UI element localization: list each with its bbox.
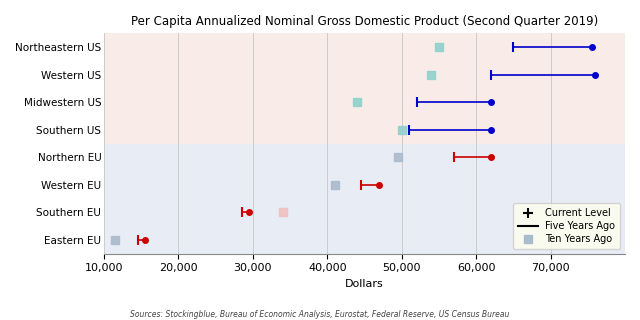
Bar bbox=[104, 116, 625, 144]
Text: Sources: Stockingblue, Bureau of Economic Analysis, Eurostat, Federal Reserve, U: Sources: Stockingblue, Bureau of Economi… bbox=[131, 310, 509, 319]
Bar bbox=[104, 144, 625, 171]
X-axis label: Dollars: Dollars bbox=[345, 279, 384, 289]
Bar bbox=[104, 61, 625, 88]
Bar bbox=[104, 171, 625, 199]
Bar bbox=[104, 88, 625, 116]
Bar bbox=[104, 226, 625, 254]
Bar bbox=[104, 33, 625, 61]
Bar bbox=[104, 199, 625, 226]
Title: Per Capita Annualized Nominal Gross Domestic Product (Second Quarter 2019): Per Capita Annualized Nominal Gross Dome… bbox=[131, 15, 598, 28]
Legend: Current Level, Five Years Ago, Ten Years Ago: Current Level, Five Years Ago, Ten Years… bbox=[513, 203, 620, 249]
